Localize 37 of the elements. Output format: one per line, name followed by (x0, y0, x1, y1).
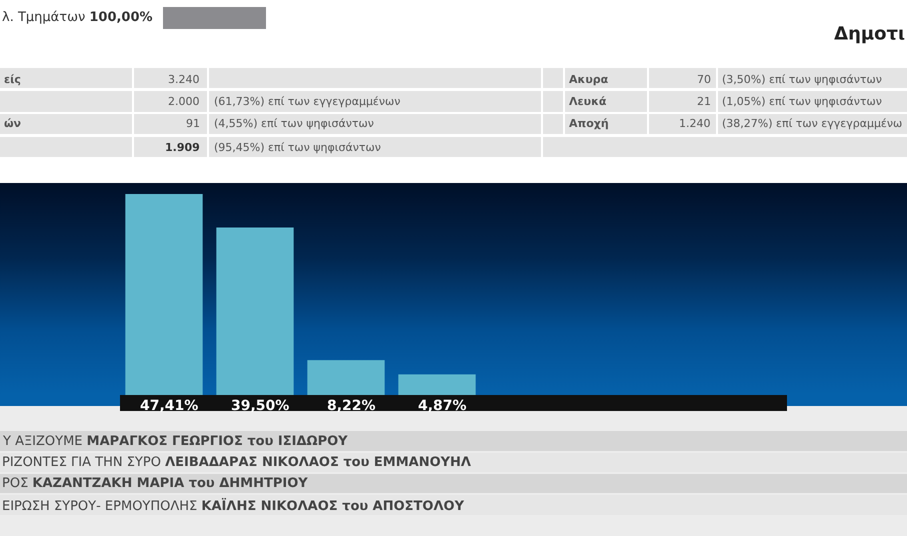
text: (38,27%) επί των εγγεγραμμένω (722, 117, 902, 130)
text: είς (4, 73, 21, 86)
text: ΡΙΖΟΝΤΕΣ ΓΙΑ ΤΗΝ ΣΥΡΟ (2, 455, 161, 470)
text: Υ ΑΞΙΖΟΥΜΕ (3, 434, 83, 449)
text: (4,55%) επί των ψηφισάντων (214, 117, 374, 130)
text: ΜΑΡΑΓΚΟΣ ΓΕΩΡΓΙΟΣ του ΙΣΙΔΩΡΟΥ (86, 434, 348, 449)
text: (3,50%) επί των ψηφισάντων (722, 73, 882, 86)
text: 1.240 (679, 117, 710, 130)
text: 1.909 (165, 141, 200, 154)
text: ΛΕΙΒΑΔΑΡΑΣ ΝΙΚΟΛΑΟΣ του ΕΜΜΑΝΟΥΗΛ (165, 455, 471, 470)
text: ΚΑΪΛΗΣ ΝΙΚΟΛΑΟΣ του ΑΠΟΣΤΟΛΟΥ (201, 497, 465, 514)
text: ΕΙΡΩΣΗ ΣΥΡΟΥ- ΕΡΜΟΥΠΟΛΗΣ (2, 499, 198, 514)
text: 70 (697, 73, 711, 86)
text: ών (4, 117, 22, 130)
bar (398, 374, 476, 395)
data-label: 39,50% (231, 398, 290, 414)
text: Ακυρα (569, 73, 609, 86)
text: ΚΑΖΑΝΤΖΑΚΗ ΜΑΡΙΑ του ΔΗΜΗΤΡΙΟΥ (32, 476, 308, 491)
text: λ. Τμημάτων (2, 10, 86, 25)
text: ΡΟΣ (2, 476, 28, 491)
bar (307, 360, 385, 395)
text: (61,73%) επί των εγγεγραμμένων (214, 95, 400, 108)
text: 3.240 (168, 73, 200, 86)
data-label: 8,22% (327, 398, 376, 414)
text: (1,05%) επί των ψηφισάντων (722, 95, 882, 108)
text: 91 (186, 117, 200, 130)
bar (125, 194, 203, 395)
text: 100,00% (89, 10, 153, 25)
text: (95,45%) επί των ψηφισάντων (214, 141, 381, 154)
text: 2.000 (168, 95, 200, 108)
data-label: 47,41% (140, 398, 198, 414)
text: Λευκά (569, 95, 607, 108)
bar (216, 228, 294, 395)
text: Δημοτι (834, 23, 905, 44)
text: Αποχή (569, 117, 609, 130)
text: 21 (697, 95, 711, 108)
data-label: 4,87% (418, 398, 467, 414)
